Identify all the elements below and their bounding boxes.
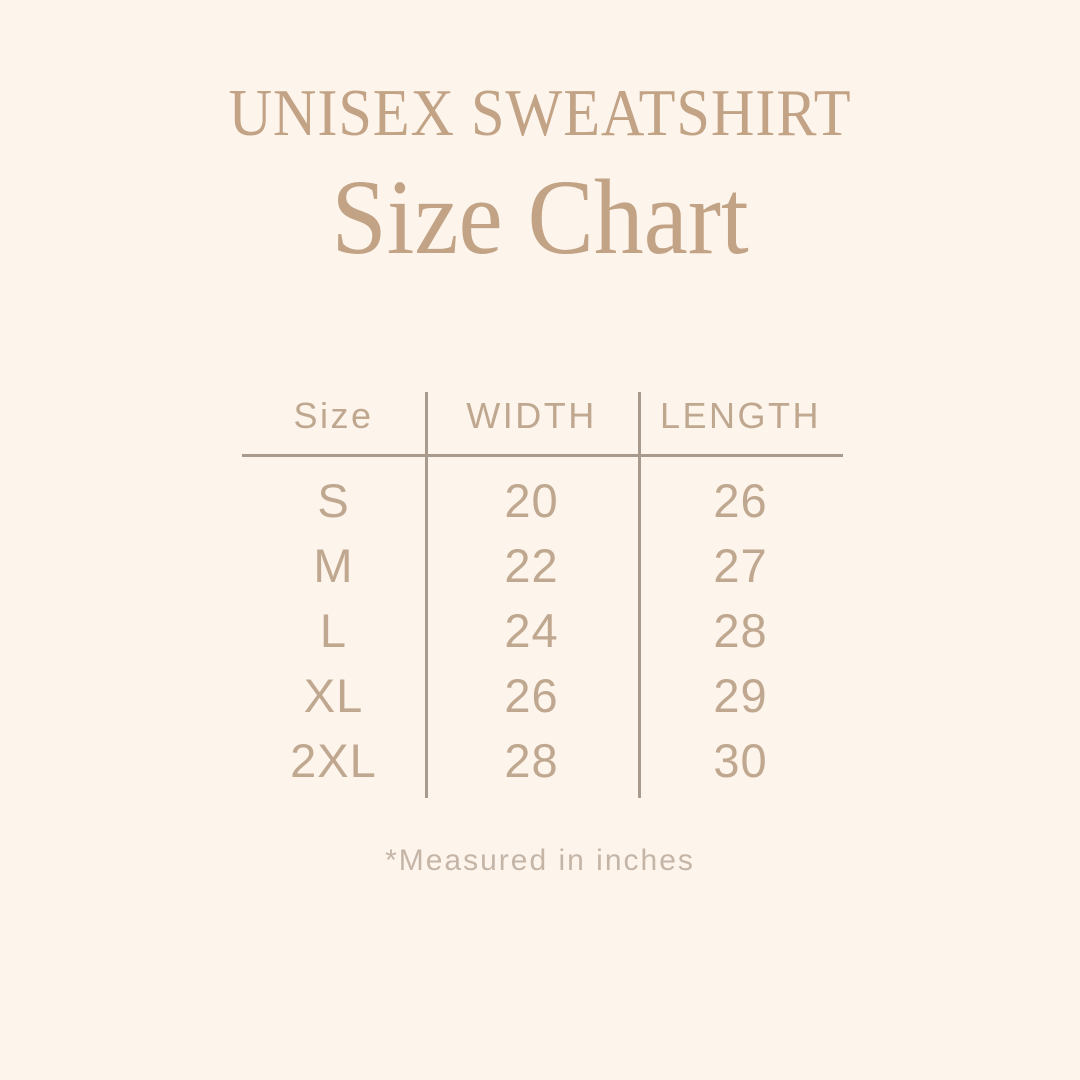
width-cell: 22 (504, 539, 559, 592)
table-row: M 22 27 (242, 533, 843, 598)
length-cell: 28 (713, 604, 768, 657)
measurement-footnote: *Measured in inches (385, 844, 695, 877)
column-divider-line-2 (638, 392, 641, 798)
size-cell: XL (303, 669, 364, 722)
length-cell: 29 (713, 669, 768, 722)
width-cell: 26 (504, 669, 559, 722)
header-divider-line (242, 454, 843, 457)
column-divider-line-1 (425, 392, 428, 798)
size-cell: 2XL (290, 734, 377, 787)
length-cell: 30 (713, 734, 768, 787)
width-cell: 28 (504, 734, 559, 787)
size-cell: S (317, 474, 350, 527)
product-title: UNISEX SWEATSHIRT (228, 76, 852, 150)
table-row: XL 26 29 (242, 663, 843, 728)
length-cell: 27 (713, 539, 768, 592)
length-cell: 26 (713, 474, 768, 527)
table-row: 2XL 28 30 (242, 728, 843, 793)
page-title: Size Chart (331, 159, 749, 277)
table-header-row: Size WIDTH LENGTH (242, 388, 843, 444)
column-header-width: WIDTH (466, 395, 597, 436)
width-cell: 20 (504, 474, 559, 527)
table-body: S 20 26 M 22 27 L 24 28 XL 26 29 2XL 28 (242, 468, 843, 793)
column-header-length: LENGTH (659, 395, 822, 436)
table-row: L 24 28 (242, 598, 843, 663)
width-cell: 24 (504, 604, 559, 657)
size-table: Size WIDTH LENGTH S 20 26 M 22 27 L 24 2… (242, 388, 843, 802)
table-row: S 20 26 (242, 468, 843, 533)
size-cell: L (319, 604, 348, 657)
column-header-size: Size (293, 395, 374, 436)
size-cell: M (313, 539, 354, 592)
